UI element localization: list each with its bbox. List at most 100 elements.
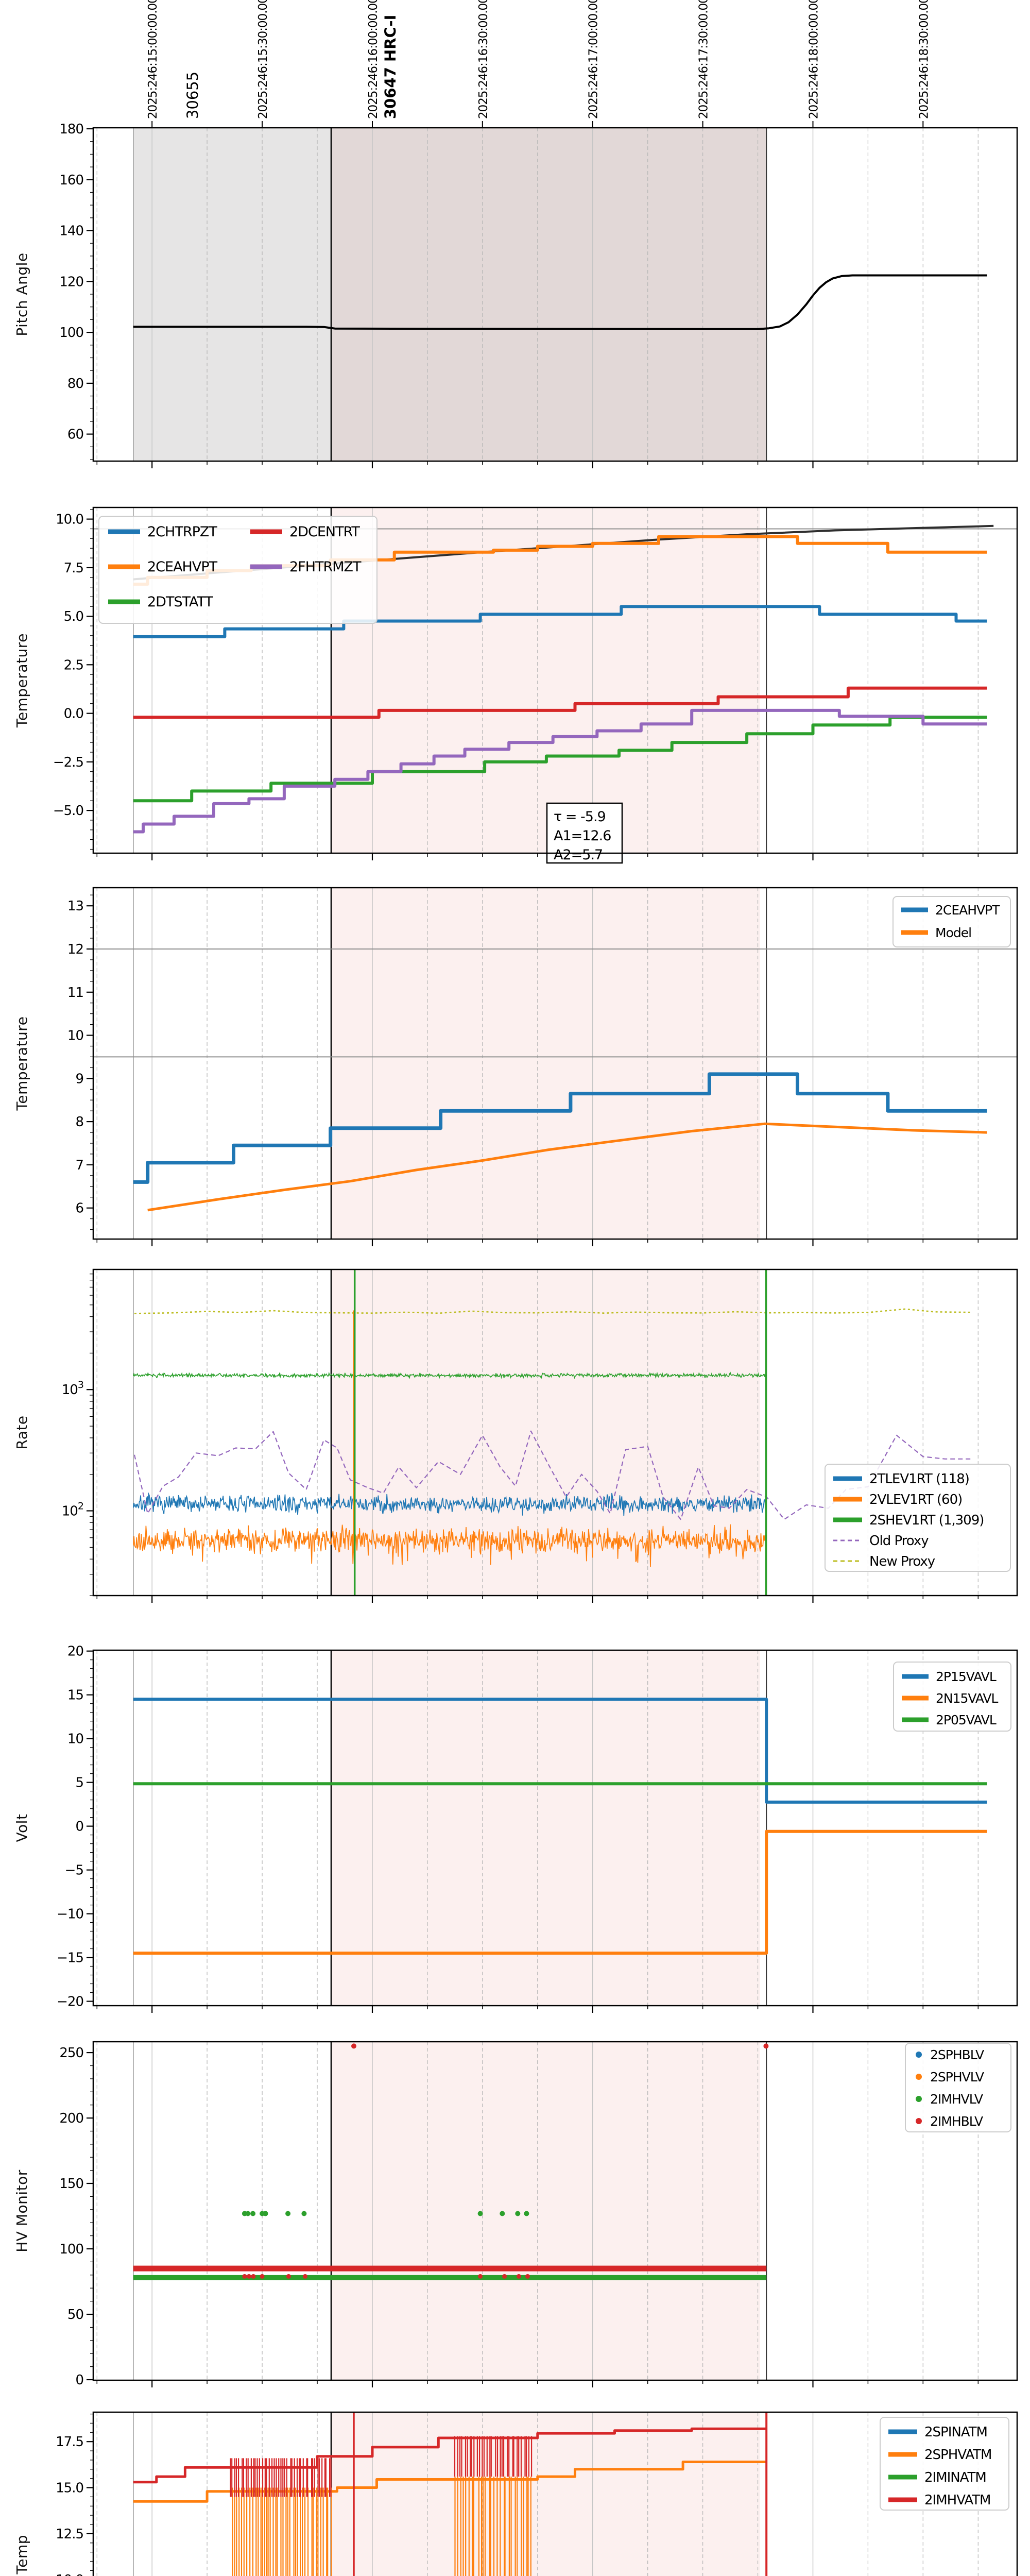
y-tick-label: 8: [75, 1114, 83, 1130]
legend-label: 2SHEV1RT (1,309): [869, 1513, 984, 1528]
panel-event-rates: 102 103 Rate 2TLEV1RT (118) 2VLEV1RT (60) 2SH…: [13, 1268, 1018, 1603]
obs-shade: [331, 507, 760, 853]
legend-label: 2CHTRPZT: [147, 524, 217, 540]
y-axis-title: Temperature: [13, 1016, 30, 1111]
y-tick-label: 5.0: [64, 609, 83, 624]
obs-shade: [331, 2412, 760, 2576]
panel-hv-monitor-scatter-2IMHVLV-hi: [242, 2211, 529, 2216]
legend-label: Old Proxy: [869, 1533, 929, 1549]
legend-label: 2N15VAVL: [936, 1691, 999, 1706]
y-tick-label: 13: [67, 899, 83, 914]
legend-label: 2DCENTRT: [289, 524, 360, 540]
y-tick-label: 7.5: [64, 561, 83, 576]
panel-frame: [92, 2411, 1018, 2576]
legend-label: 2TLEV1RT (118): [869, 1471, 969, 1487]
legend-label: 2DTSTATT: [147, 594, 213, 610]
panel-ceahvpt-vs-model-series-Model: [147, 1122, 987, 1212]
y-tick-label: −2.5: [53, 755, 83, 770]
y-tick-label: 80: [67, 376, 83, 392]
y-axis-title: Volt: [13, 1814, 30, 1842]
y-tick-label: 9: [75, 1071, 83, 1087]
panel-event-rates-xaxis: [96, 1596, 979, 1603]
panel-cea-temperatures-series-2DTSTATT: [133, 716, 987, 803]
panel-frame: [92, 887, 1018, 1240]
panel-detector-temps-yaxis: 0.02.55.07.510.012.515.017.5: [56, 2414, 93, 2576]
y-tick-label: 20: [67, 1644, 83, 1659]
panel-pitch-angle-series-pitch: [133, 274, 987, 330]
panel-bus-voltages-legend: 2P15VAVL 2N15VAVL 2P05VAVL: [893, 1662, 1011, 1732]
legend-label: 2CEAHVPT: [935, 903, 1000, 918]
panel-ceahvpt-vs-model-legend: 2CEAHVPT Model: [892, 896, 1011, 947]
y-tick-label: 5: [75, 1775, 83, 1791]
obs-shade: [133, 128, 331, 461]
panel-cea-temperatures: −5.0 −2.5 0.0 2.5 5.0 7.5 10.0 Temperature 2CHTR…: [13, 506, 1018, 864]
legend-label: 2VLEV1RT (60): [869, 1492, 962, 1507]
annotation-line: τ = -5.9: [554, 809, 606, 825]
legend-label: 2IMHVLV: [930, 2092, 983, 2107]
panel-hv-monitor-xaxis: [96, 2380, 979, 2387]
panel-event-rates-yaxis: 102 103: [62, 1274, 93, 1596]
y-axis-title: Temperature: [13, 633, 30, 728]
y-tick-label: 250: [59, 2045, 83, 2061]
fit-annotation: τ = -5.9 A1=12.6 A2=5.7: [546, 802, 623, 864]
y-tick-label: 10: [67, 1028, 83, 1044]
y-tick-label: 17.5: [56, 2434, 83, 2450]
legend-label: 2IMHVATM: [924, 2493, 990, 2508]
annotation-line: A1=12.6: [554, 828, 611, 844]
top-date-label: 2025:246:15:30:00.000: [256, 0, 270, 119]
y-tick-label: 100: [59, 325, 83, 341]
panel-pitch-angle-xaxis: [96, 461, 979, 468]
annotation-line: A2=5.7: [554, 847, 603, 863]
panel-event-rates-series-2VLEV1RT: [133, 1524, 766, 1567]
y-tick-label: 0: [75, 1819, 83, 1835]
panel-cea-temperatures-xaxis: [96, 853, 979, 860]
y-tick-label: 2.5: [64, 657, 83, 673]
y-tick-label: 10: [67, 1732, 83, 1747]
panel-frame: [92, 1649, 1018, 2007]
y-tick-label: 103: [62, 1379, 83, 1398]
panel-ceahvpt-vs-model-series-2CEAHVPT: [133, 1072, 987, 1184]
panel-ceahvpt-vs-model-gridlines: [96, 888, 978, 1239]
y-tick-label: −10: [57, 1907, 83, 1922]
panel-cea-temperatures-series-2FHTRMZT: [133, 708, 987, 834]
top-date-label: 2025:246:17:30:00.000: [697, 0, 711, 119]
y-tick-label: 150: [59, 2176, 83, 2192]
y-tick-label: −20: [57, 1994, 83, 2010]
top-date-label: 2025:246:15:00:00.000: [146, 0, 160, 119]
y-tick-label: 102: [62, 1501, 83, 1519]
y-tick-label: 7: [75, 1158, 83, 1173]
y-tick-label: 100: [59, 2242, 83, 2257]
y-tick-label: 15.0: [56, 2481, 83, 2496]
y-tick-label: −5: [65, 1863, 83, 1878]
y-tick-label: 15: [67, 1688, 83, 1703]
panel-frame: [92, 127, 1018, 462]
panel-frame: [92, 1268, 1018, 1597]
obsid-label: 30655: [184, 72, 201, 119]
panel-pitch-angle-yaxis: 60 80 100 120 140 160 180: [59, 122, 93, 460]
panel-detector-temps-series-2IMHVATM: [133, 2412, 768, 2576]
top-date-label: 2025:246:18:30:00.000: [917, 0, 931, 119]
y-tick-label: 10.0: [56, 512, 83, 528]
y-tick-label: 12.5: [56, 2527, 83, 2542]
panel-cea-temperatures-series-2CHTRPZT: [133, 605, 987, 638]
panel-ceahvpt-vs-model-yaxis: 6 7 8 9 10 11 12 13: [67, 894, 93, 1230]
legend-label: 2CEAHVPT: [147, 559, 218, 575]
panel-hv-monitor-legend: 2SPHBLV 2SPHVLV 2IMHVLV 2IMHBLV: [905, 2043, 1011, 2132]
panel-event-rates-legend: 2TLEV1RT (118) 2VLEV1RT (60) 2SHEV1RT (1,3…: [825, 1464, 1011, 1572]
panel-hv-monitor-yaxis: 0 50 100 150 200 250: [59, 2045, 93, 2388]
panel-bus-voltages-yaxis: −20 −15 −10 −5 0 5 10 15 20: [57, 1644, 93, 2010]
y-tick-label: −15: [57, 1951, 83, 1966]
y-axis-title: HV Monitor: [13, 2170, 30, 2252]
y-tick-label: 10.0: [56, 2572, 83, 2576]
top-date-label: 2025:246:16:30:00.000: [477, 0, 490, 119]
panel-cea-temperatures-legend: 2CHTRPZT 2CEAHVPT 2DTSTATT 2DCENTRT 2FHTRMZT: [98, 516, 377, 624]
top-axis: 2025:246:15:00:00.000 2025:246:15:30:00.0…: [146, 0, 931, 127]
legend-label: 2SPHVLV: [930, 2070, 984, 2084]
top-date-label: 2025:246:16:00:00.000: [367, 0, 380, 119]
y-tick-label: −5.0: [53, 803, 83, 819]
y-axis-title: Detector Temp: [13, 2535, 30, 2576]
panel-bus-voltages: −20 −15 −10 −5 0 5 10 15 20 Volt 2P15VAVL2N15VAVL2…: [13, 1644, 1018, 2013]
legend-label: 2IMINATM: [924, 2470, 986, 2485]
